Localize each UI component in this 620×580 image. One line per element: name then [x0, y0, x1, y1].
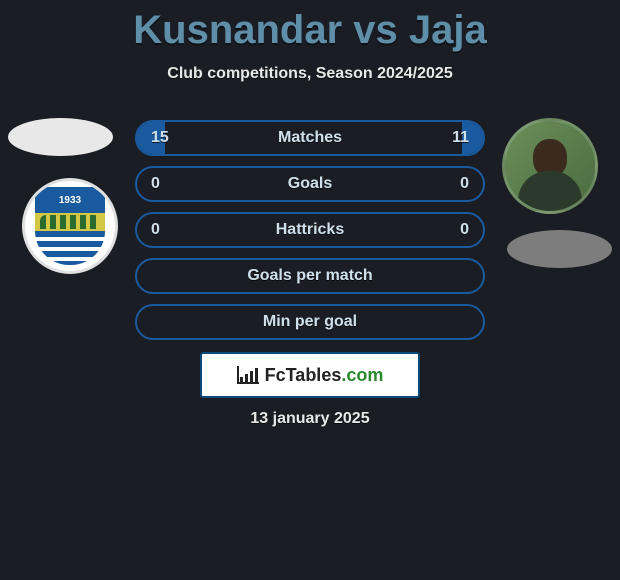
right-placeholder-oval: [507, 230, 612, 268]
stat-row: Min per goal: [135, 304, 485, 340]
logo-text: FcTables.com: [265, 365, 384, 386]
bar-chart-bars: [240, 368, 258, 382]
stat-right-value: 11: [452, 129, 469, 147]
badge-bridge-icon: [40, 215, 100, 229]
stats-bars: 15 11 Matches 0 0 Goals 0 0 Hattricks Goals per m…: [135, 120, 485, 350]
badge-waves-icon: [35, 231, 105, 265]
stat-row: Goals per match: [135, 258, 485, 294]
badge-inner: 1933: [31, 187, 109, 265]
stat-left-value: 15: [151, 129, 169, 147]
stat-right-value: 0: [460, 221, 469, 239]
subtitle: Club competitions, Season 2024/2025: [0, 65, 620, 83]
fctables-logo: FcTables.com: [200, 352, 420, 398]
badge-top-band: 1933: [35, 187, 105, 213]
badge-year: 1933: [59, 195, 81, 206]
logo-text-main: FcTables: [265, 365, 342, 385]
stat-right-value: 0: [460, 175, 469, 193]
left-placeholder-oval: [8, 118, 113, 156]
right-player-photo: [502, 118, 598, 214]
stat-left-value: 0: [151, 221, 160, 239]
stat-row: 0 0 Goals: [135, 166, 485, 202]
photo-body: [518, 171, 582, 214]
left-club-badge: 1933: [22, 178, 118, 274]
stat-label: Goals: [288, 175, 332, 193]
date-label: 13 january 2025: [0, 410, 620, 428]
stat-left-value: 0: [151, 175, 160, 193]
stat-label: Hattricks: [276, 221, 344, 239]
stat-row: 0 0 Hattricks: [135, 212, 485, 248]
bar-chart-icon: [237, 366, 259, 384]
page-title: Kusnandar vs Jaja: [0, 0, 620, 53]
stat-label: Matches: [278, 129, 342, 147]
stat-row: 15 11 Matches: [135, 120, 485, 156]
stat-label: Min per goal: [263, 313, 357, 331]
logo-text-suffix: .com: [341, 365, 383, 385]
stat-label: Goals per match: [247, 267, 372, 285]
